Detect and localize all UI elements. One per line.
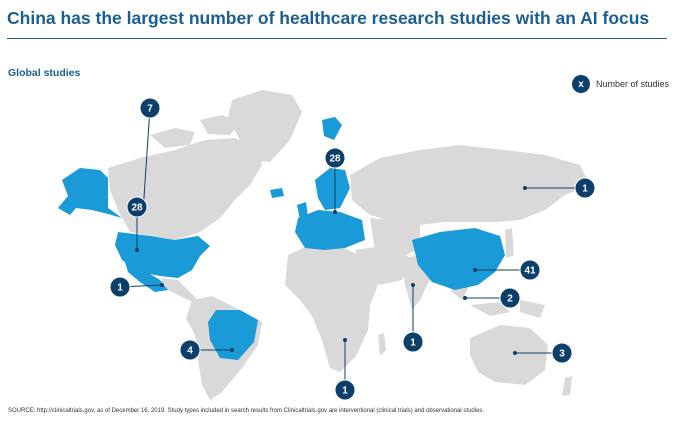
- land-brazil: [208, 310, 258, 360]
- marker-value-brazil: 4: [187, 346, 193, 357]
- anchor-dot-usa: [135, 248, 139, 252]
- marker-value-southeast-asia: 2: [507, 294, 513, 305]
- land-mexico: [125, 262, 168, 292]
- marker-value-australia: 3: [559, 349, 565, 360]
- anchor-dot-russia: [523, 186, 527, 190]
- legend: x Number of studies: [572, 75, 669, 93]
- land-usa: [115, 232, 210, 278]
- land-madagascar: [378, 333, 386, 356]
- marker-badge-canada: [139, 97, 161, 119]
- land-japan: [505, 228, 514, 258]
- land-new-zealand: [562, 376, 572, 396]
- page-title: China has the largest number of healthca…: [7, 8, 650, 28]
- leader-line-canada: [142, 107, 151, 213]
- anchor-dot-brazil: [230, 348, 234, 352]
- land-southeast-asia: [445, 270, 545, 318]
- marker-badge-india: [402, 331, 424, 353]
- markers-layer: 7 28 1 4 28 1 1 41 2 1 3: [109, 97, 596, 401]
- marker-value-china: 41: [524, 266, 536, 277]
- land-china: [412, 228, 505, 290]
- land-greenland: [228, 90, 302, 162]
- land-base: [108, 90, 590, 400]
- land-svalbard: [322, 117, 342, 140]
- land-arctic-islands: [150, 115, 240, 148]
- land-russia: [350, 145, 590, 225]
- marker-value-usa: 28: [131, 203, 143, 214]
- marker-value-europe: 28: [329, 154, 341, 165]
- land-europe: [295, 210, 365, 250]
- marker-value-mexico: 1: [117, 283, 123, 294]
- marker-badge-brazil: [179, 339, 201, 361]
- marker-badge-china: [519, 259, 541, 281]
- land-africa: [285, 245, 378, 372]
- marker-value-russia: 1: [582, 184, 588, 195]
- marker-badge-australia: [551, 342, 573, 364]
- land-australia: [470, 325, 548, 385]
- land-scandinavia: [315, 168, 350, 210]
- anchor-dot-mexico: [160, 283, 164, 287]
- marker-badge-africa: [334, 379, 356, 401]
- anchor-dot-australia: [513, 351, 517, 355]
- anchor-dot-europe: [333, 210, 337, 214]
- land-alaska: [58, 168, 122, 218]
- land-canada: [108, 138, 262, 240]
- anchor-dot-india: [411, 283, 415, 287]
- land-highlighted: [58, 117, 505, 360]
- marker-badge-southeast-asia: [499, 287, 521, 309]
- anchor-dot-southeast-asia: [463, 296, 467, 300]
- anchor-dot-china: [473, 268, 477, 272]
- marker-badge-mexico: [109, 276, 131, 298]
- marker-value-canada: 7: [147, 104, 153, 115]
- legend-badge: x: [572, 75, 590, 93]
- marker-value-india: 1: [410, 338, 416, 349]
- land-central-asia: [370, 218, 420, 258]
- land-central-america: [160, 278, 198, 302]
- marker-badge-europe: [324, 147, 346, 169]
- marker-badge-usa: [126, 196, 148, 218]
- land-iceland: [270, 188, 284, 198]
- marker-value-africa: 1: [342, 386, 348, 397]
- legend-label: Number of studies: [596, 79, 670, 89]
- anchor-dot-africa: [343, 338, 347, 342]
- map-subtitle: Global studies: [8, 67, 81, 79]
- title-divider: [7, 38, 667, 39]
- marker-badge-russia: [574, 177, 596, 199]
- source-note: SOURCE: http://clinicaltrials.gov, as of…: [8, 408, 485, 414]
- land-uk: [297, 202, 308, 220]
